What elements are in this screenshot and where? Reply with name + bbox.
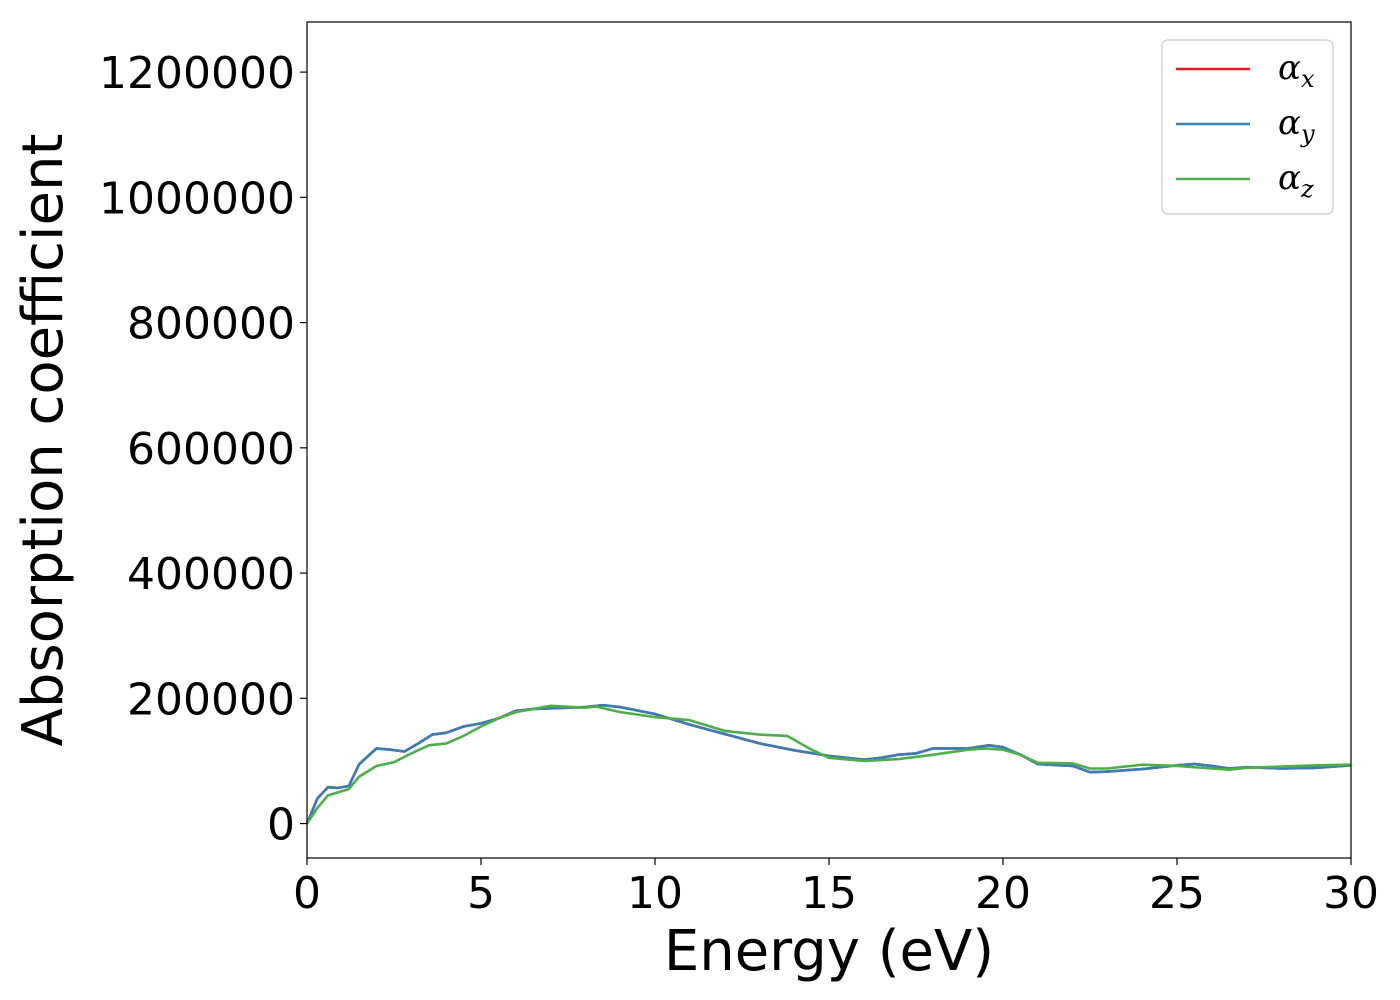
x-tick-label: 15 [801,868,857,919]
series-line-z [305,704,1352,825]
x-tick-label: 0 [293,868,321,919]
y-tick-label: 800000 [127,299,295,350]
x-tick-label: 10 [627,868,683,919]
x-tick-label: 5 [467,868,495,919]
series-line-y [305,703,1352,825]
y-tick-label: 0 [267,800,295,851]
legend-symbol: α [1278,103,1301,143]
x-tick-label: 25 [1149,868,1205,919]
x-axis: 0 5 10 15 20 25 30 [293,858,1379,919]
legend-symbol: α [1278,158,1301,198]
legend-label-y: αy [1278,103,1315,148]
y-tick-label: 200000 [127,674,295,725]
legend-symbol: α [1278,48,1301,88]
y-tick-label: 600000 [127,424,295,475]
y-tick-label: 1000000 [99,173,295,224]
legend-subscript: z [1300,175,1314,203]
y-axis: 0 200000 400000 600000 800000 1000000 1200000 [99,48,307,851]
x-tick-label: 20 [975,868,1031,919]
y-tick-label: 400000 [127,549,295,600]
y-axis-label: Absorption coefficient [11,134,76,747]
legend-box [1161,39,1334,215]
legend-label-z: αz [1278,158,1314,203]
y-tick-label: 1200000 [99,48,295,99]
legend-subscript: x [1301,65,1315,93]
legend-subscript: y [1300,120,1315,148]
legend-label-x: αx [1278,48,1315,93]
x-tick-label: 30 [1323,868,1379,919]
x-axis-label: Energy (eV) [664,919,994,984]
series-layer [305,703,1352,825]
